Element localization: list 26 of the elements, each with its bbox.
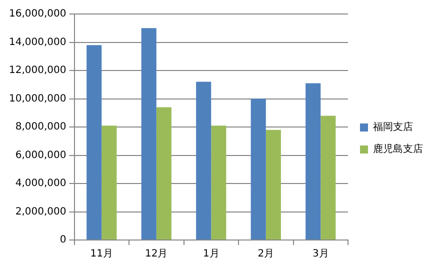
y-tick-label: 12,000,000 [8,65,66,76]
y-tick-label: 0 [60,234,66,246]
bar [250,98,266,240]
bar [86,45,102,240]
legend-label: 鹿児島支店 [373,143,423,156]
bar [211,126,226,240]
y-tick-label: 10,000,000 [8,93,66,104]
legend-label: 福岡支店 [373,121,413,134]
x-tick-label: 3月 [312,248,329,260]
y-tick-label: 6,000,000 [15,150,66,161]
bar [306,83,321,240]
bar [196,82,212,240]
y-tick-label: 2,000,000 [15,206,66,218]
x-tick-label: 1月 [202,248,220,260]
y-tick-label: 16,000,000 [8,8,66,20]
bar [102,126,117,240]
x-tick-label: 11月 [90,248,113,260]
bar [156,107,172,240]
bar [141,28,156,240]
y-tick-label: 4,000,000 [15,178,66,190]
y-tick-label: 14,000,000 [8,36,66,48]
bar [320,116,336,240]
bar [266,130,281,240]
x-tick-label: 12月 [145,248,168,260]
x-tick-label: 2月 [258,248,274,260]
y-tick-label: 8,000,000 [15,122,66,133]
